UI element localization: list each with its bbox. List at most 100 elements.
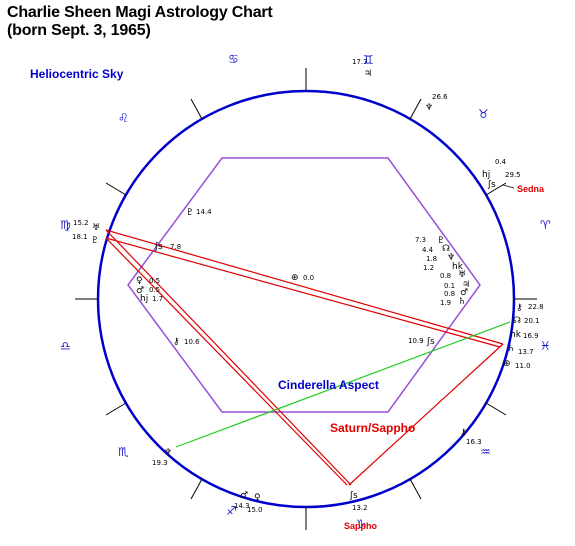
pisces-earth-degree: 11.0 [515, 362, 531, 370]
saturn-icon: ♄ [507, 344, 515, 354]
sedna-pointer [502, 184, 515, 189]
aries-hj-degree: 29.5 [505, 171, 521, 179]
neptune-icon: ♆ [164, 448, 172, 458]
inner-r4-degree: 1.2 [423, 264, 434, 272]
zodiac-libra-glyph: ♎ [60, 339, 71, 353]
jupiter-icon: ♃ [364, 69, 372, 79]
chart-subtitle: (born Sept. 3, 1965) [7, 22, 151, 39]
outer-planet-points: 17.7 ♃ 26.6 ♆ 0.4 hj 29.5 ʃs Sedna 15.2 … [72, 58, 545, 531]
zodiac-scorpio-glyph: ♏ [118, 445, 129, 459]
sappho-icon: ʃs [154, 242, 163, 252]
sedna-label: Sedna [517, 184, 545, 194]
inner-sappho-2-degree: 10.9 [408, 337, 424, 345]
venus-icon: ♀ [136, 276, 143, 286]
inner-r6-degree: 0.1 [444, 282, 455, 290]
tick [409, 98, 422, 120]
zodiac-gemini-glyph: ♊ [363, 53, 374, 67]
inner-hj-degree: 1.7 [152, 295, 163, 303]
inner-r3-degree: 1.8 [426, 255, 437, 263]
sign-division-ticks [75, 68, 537, 530]
neptune-icon: ♆ [447, 253, 455, 263]
chiron-icon: ⚷ [516, 303, 523, 313]
tick [485, 182, 507, 196]
virgo-uranus-degree: 15.2 [73, 219, 89, 227]
inner-sappho-degree: 7.8 [170, 243, 181, 251]
tick [485, 402, 507, 416]
aries-point-degree: 0.4 [495, 158, 507, 166]
aspect-line [105, 229, 352, 486]
saturn-sappho-label: Saturn/Sappho [330, 421, 415, 435]
jupiter-icon: ♃ [462, 280, 470, 290]
zodiac-leo-glyph: ♌ [118, 111, 129, 125]
inner-planet-points: ♇ 14.4 ʃs 7.8 ⊕ 0.0 ♀ 0.5 ♂ 0.5 hj 1.7 ⚷… [136, 208, 470, 347]
sappho-label: Sappho [344, 521, 378, 531]
inner-venus-degree: 0.5 [149, 277, 160, 285]
inner-chiron-degree: 10.6 [184, 338, 200, 346]
inner-earth-degree: 0.0 [303, 274, 314, 282]
aspect-line [105, 229, 504, 345]
gemini-jupiter-degree: 17.7 [352, 58, 368, 66]
inner-r5-degree: 0.8 [440, 272, 451, 280]
zodiac-aquarius-glyph: ♒ [480, 445, 491, 459]
zodiac-virgo-glyph: ♍ [60, 218, 71, 232]
sappho-icon: ʃs [349, 491, 358, 501]
inner-mars-degree: 0.5 [149, 286, 160, 294]
chiron-icon: ⚷ [173, 337, 180, 347]
chiron-icon: ⚷ [460, 428, 467, 438]
aspect-line [105, 237, 348, 486]
inner-r1-degree: 7.3 [415, 236, 426, 244]
hk-icon: hk [452, 262, 464, 272]
sagittarius-mars-degree: 14.3 [234, 502, 250, 510]
saturn-icon: ♄ [458, 297, 466, 307]
zodiac-taurus-glyph: ♉ [478, 107, 489, 121]
cinderella-aspect-line [175, 321, 511, 448]
tick [190, 478, 203, 500]
earth-icon: ⊕ [291, 273, 299, 283]
scorpio-neptune-degree: 19.3 [152, 459, 168, 467]
sedna-icon: ʃs [487, 180, 496, 190]
earth-icon: ⊕ [503, 359, 511, 369]
pisces-hk-degree: 16.9 [523, 332, 539, 340]
pluto-icon: ♇ [186, 208, 194, 218]
aspect-line [105, 237, 501, 348]
venus-icon: ♀ [254, 493, 261, 503]
zodiac-pisces-glyph: ♓ [540, 339, 551, 353]
saturn-sappho-lines [105, 229, 504, 486]
mars-icon: ♂ [240, 491, 248, 501]
sappho-icon: ʃs [426, 337, 435, 347]
mars-icon: ♂ [136, 286, 144, 296]
tick [190, 98, 203, 120]
neptune-icon: ♆ [425, 103, 433, 113]
uranus-icon: ♅ [92, 223, 100, 233]
hj-icon: hj [140, 294, 148, 304]
zodiac-sagittarius-glyph: ♐ [226, 504, 237, 518]
pisces-saturn-degree: 13.7 [518, 348, 534, 356]
zodiac-capricorn-glyph: ♑ [356, 517, 367, 531]
pluto-icon: ♇ [91, 236, 99, 246]
tick [409, 478, 422, 500]
capricorn-sappho-degree: 13.2 [352, 504, 368, 512]
virgo-pluto-degree: 18.1 [72, 233, 88, 241]
hj-icon: hj [482, 170, 490, 180]
chart-title: Charlie Sheen Magi Astrology Chart [7, 4, 273, 21]
hk-icon: hk [510, 330, 522, 340]
pluto-icon: ♇ [437, 236, 445, 246]
taurus-neptune-degree: 26.6 [432, 93, 448, 101]
pisces-chiron-degree: 22.8 [528, 303, 544, 311]
node-icon: ☊ [442, 244, 450, 254]
zodiac-cancer-glyph: ♋ [228, 52, 239, 66]
inner-hexagon [127, 157, 481, 413]
tick [105, 402, 127, 416]
inner-r8-degree: 1.9 [440, 299, 451, 307]
pisces-node-degree: 20.1 [524, 317, 540, 325]
aquarius-chiron-degree: 16.3 [466, 438, 482, 446]
cinderella-aspect-label: Cinderella Aspect [278, 378, 379, 392]
node-icon: ☊ [513, 316, 521, 326]
inner-r7-degree: 0.8 [444, 290, 455, 298]
zodiac-aries-glyph: ♈ [540, 218, 551, 232]
aspect-line [348, 343, 504, 486]
mars-icon: ♂ [460, 288, 468, 298]
sagittarius-venus-degree: 15.0 [247, 506, 263, 514]
tick [105, 182, 127, 196]
